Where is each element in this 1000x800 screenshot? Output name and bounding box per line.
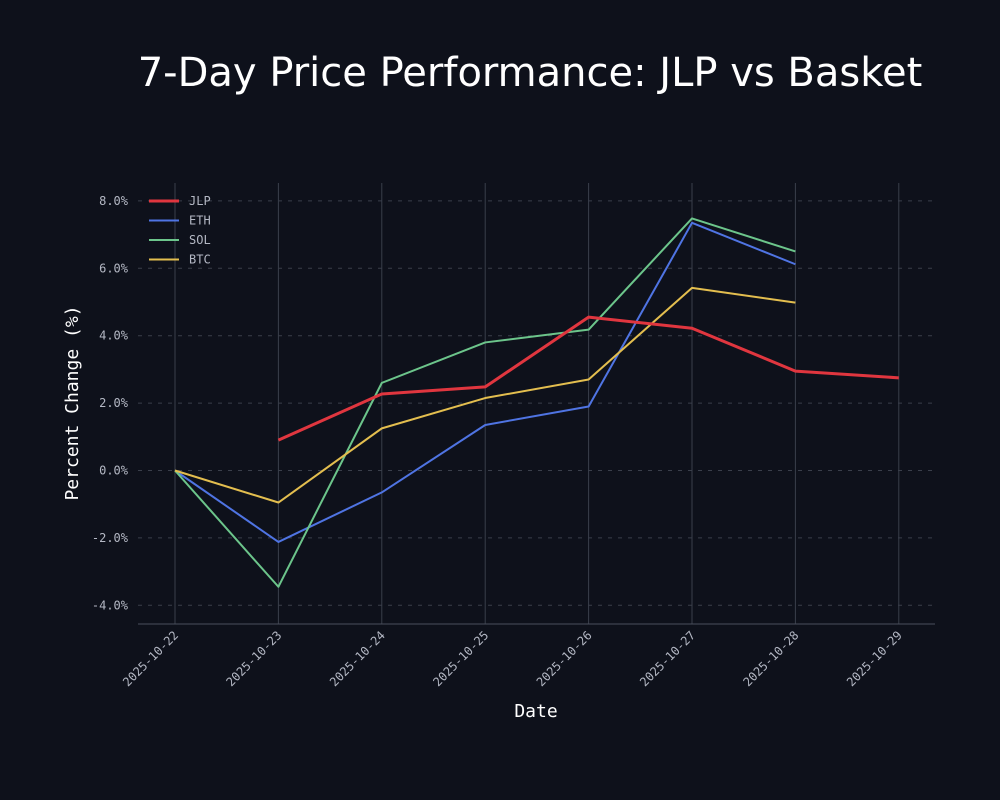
- x-tick-label: 2025-10-28: [741, 628, 802, 689]
- x-tick-label: 2025-10-27: [637, 628, 698, 689]
- y-tick-label: 6.0%: [99, 261, 129, 275]
- y-tick-label: 4.0%: [99, 329, 129, 343]
- series-lines: [174, 217, 899, 588]
- x-tick-label: 2025-10-29: [844, 628, 905, 689]
- legend: JLP ETH SOL BTC: [149, 194, 211, 267]
- y-tick-label: -2.0%: [92, 531, 129, 545]
- y-axis-label: Percent Change (%): [62, 305, 83, 500]
- x-tick-label: 2025-10-23: [224, 628, 285, 689]
- y-tick-label: 8.0%: [99, 194, 129, 208]
- grid: [138, 183, 935, 624]
- legend-label-jlp: JLP: [189, 194, 211, 208]
- x-tick-label: 2025-10-25: [430, 628, 491, 689]
- x-tick-label: 2025-10-22: [120, 628, 181, 689]
- y-tick-label: -4.0%: [92, 598, 129, 612]
- series-line-btc: [174, 286, 796, 504]
- chart-title: 7-Day Price Performance: JLP vs Basket: [138, 50, 923, 96]
- y-tick-label: 2.0%: [99, 396, 129, 410]
- x-axis-label: Date: [514, 701, 557, 722]
- legend-label-sol: SOL: [189, 233, 211, 247]
- legend-label-btc: BTC: [189, 253, 211, 267]
- legend-label-eth: ETH: [189, 214, 211, 228]
- series-line-jlp: [277, 315, 899, 442]
- series-line-sol: [174, 217, 796, 588]
- x-tick-labels: 2025-10-22 2025-10-23 2025-10-24 2025-10-25…: [120, 628, 905, 689]
- y-tick-label: 0.0%: [99, 464, 129, 478]
- y-tick-labels: 8.0% 6.0% 4.0% 2.0% 0.0% -2.0% -4.0%: [92, 194, 129, 612]
- x-tick-label: 2025-10-26: [534, 628, 595, 689]
- x-tick-label: 2025-10-24: [327, 628, 388, 689]
- series-line-eth: [174, 221, 796, 543]
